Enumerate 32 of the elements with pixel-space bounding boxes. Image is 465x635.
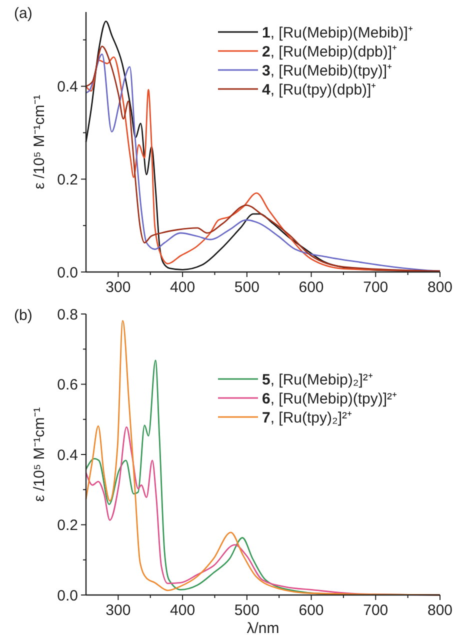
y-tick-label: 0.2 bbox=[57, 171, 78, 188]
x-tick-label: 500 bbox=[234, 279, 260, 296]
text: (b) bbox=[14, 307, 32, 324]
x-tick-label: 600 bbox=[298, 602, 324, 619]
y-tick-label: 0.2 bbox=[57, 517, 78, 534]
x-tick-label: 800 bbox=[427, 602, 453, 619]
y-axis-title: ε /10⁵ M⁻¹cm⁻¹ bbox=[31, 94, 48, 190]
x-tick-label: 700 bbox=[363, 279, 388, 296]
text: (a) bbox=[14, 5, 32, 22]
legend-label: 5, [Ru(Mebip)₂]²⁺ bbox=[262, 371, 373, 388]
y-tick-label: 0.0 bbox=[57, 264, 78, 282]
x-tick-label: 400 bbox=[170, 279, 196, 296]
y-tick-label: 0.4 bbox=[57, 446, 78, 464]
y-tick-label: 0.6 bbox=[57, 376, 78, 394]
legend-label: 6, [Ru(Mebip)(tpy)]²⁺ bbox=[262, 390, 398, 408]
legend-label: 7, [Ru(tpy)₂]²⁺ bbox=[262, 409, 352, 426]
legend-label: 4, [Ru(tpy)(dpb)]⁺ bbox=[262, 81, 376, 98]
y-tick-label: 0.0 bbox=[57, 587, 78, 604]
y-tick-label: 0.4 bbox=[57, 78, 78, 96]
x-tick-label: 300 bbox=[106, 279, 131, 296]
y-tick-label: 0.8 bbox=[57, 306, 78, 324]
x-tick-label: 500 bbox=[234, 602, 260, 619]
x-axis-title: λ/nm bbox=[246, 620, 280, 635]
x-tick-label: 400 bbox=[170, 602, 196, 619]
legend-label: 1, [Ru(Mebip)(Mebib)]⁺ bbox=[262, 24, 413, 42]
x-tick-label: 800 bbox=[427, 279, 453, 296]
y-axis-title: ε /10⁵ M⁻¹cm⁻¹ bbox=[31, 407, 48, 502]
legend-label: 2, [Ru(Mebip)(dpb)]⁺ bbox=[262, 43, 398, 60]
legend-label: 3, [Ru(Mebib)(tpy)]⁺ bbox=[262, 62, 392, 80]
x-tick-label: 300 bbox=[106, 602, 131, 619]
x-tick-label: 700 bbox=[363, 602, 388, 619]
x-tick-label: 600 bbox=[298, 279, 324, 296]
